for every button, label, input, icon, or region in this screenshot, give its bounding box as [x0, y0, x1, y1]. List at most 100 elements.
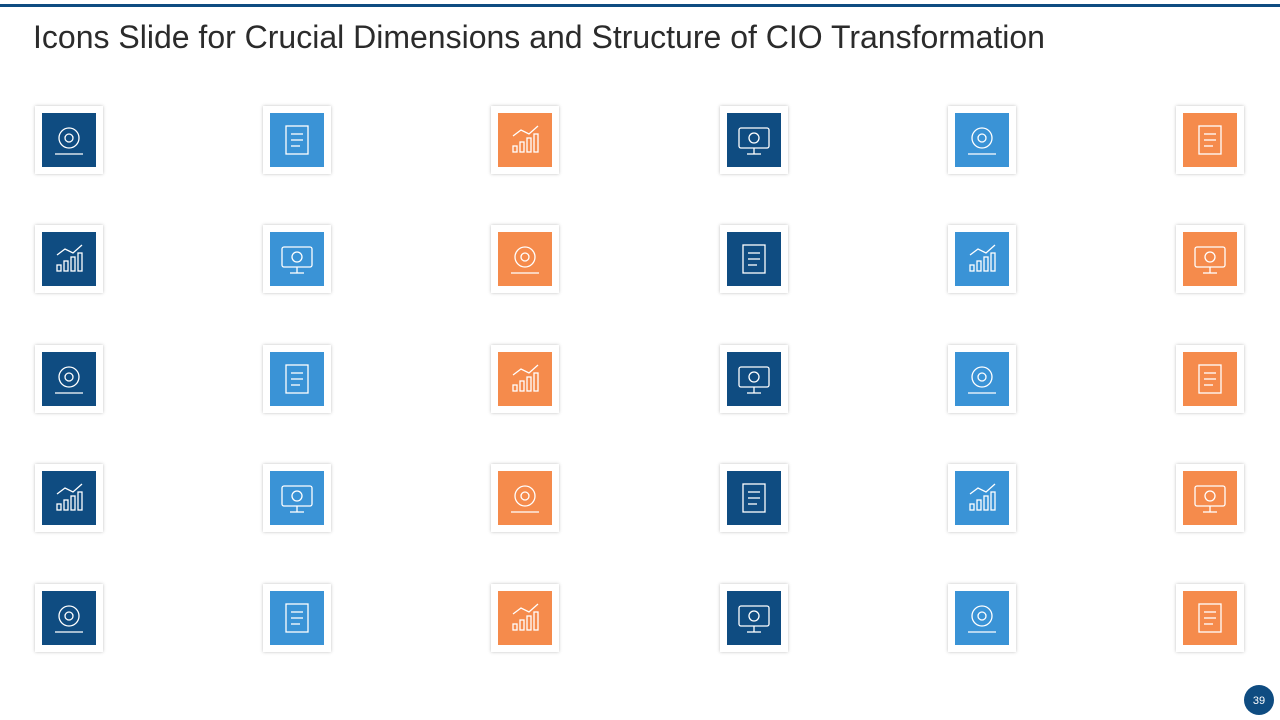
tile-fill — [727, 352, 781, 406]
icon-glyph — [968, 366, 996, 394]
tile-fill — [498, 113, 552, 167]
icon-tile — [948, 106, 1016, 174]
icon-glyph — [511, 485, 539, 513]
icon-glyph — [968, 127, 996, 155]
glyph-bar — [526, 137, 532, 153]
glyph-dot — [291, 490, 303, 502]
icon-tile — [1176, 106, 1244, 174]
icon-glyph — [55, 605, 83, 633]
icon-glyph — [512, 125, 539, 153]
glyph-bar — [533, 133, 539, 153]
glyph-dot — [64, 372, 74, 382]
icon-tile — [1176, 464, 1244, 532]
icon-glyph — [1194, 485, 1226, 513]
glyph-doc — [1198, 364, 1222, 394]
page-badge — [1244, 685, 1274, 715]
icon-tile — [1176, 345, 1244, 413]
glyph-trend — [969, 244, 996, 256]
tile-fill — [955, 591, 1009, 645]
glyph-dot — [64, 611, 74, 621]
glyph-trend — [969, 483, 996, 495]
glyph-doc — [1198, 125, 1222, 155]
glyph-trend — [512, 125, 539, 137]
page-number: 39 — [1253, 695, 1265, 707]
glyph-bar — [519, 380, 525, 392]
icon-glyph — [55, 366, 83, 394]
icon-glyph — [1198, 603, 1222, 633]
glyph-dot — [748, 371, 760, 383]
glyph-dot — [977, 372, 987, 382]
glyph-bar — [976, 499, 982, 511]
tile-fill — [955, 471, 1009, 525]
glyph-bar — [70, 495, 76, 511]
glyph-circle — [971, 605, 993, 627]
glyph-circle — [971, 366, 993, 388]
icon-tile — [491, 225, 559, 293]
glyph-bar — [512, 145, 518, 153]
icon-tile — [263, 345, 331, 413]
glyph-bar — [533, 372, 539, 392]
glyph-dot — [748, 610, 760, 622]
icon-glyph — [512, 603, 539, 631]
glyph-bar — [969, 264, 975, 272]
icon-glyph — [742, 244, 766, 274]
glyph-circle — [58, 366, 80, 388]
icon-glyph — [56, 244, 83, 272]
tile-fill — [1183, 471, 1237, 525]
glyph-dot — [1204, 251, 1216, 263]
icon-tile — [948, 345, 1016, 413]
tile-fill — [498, 591, 552, 645]
glyph-bar — [533, 611, 539, 631]
icon-glyph — [285, 364, 309, 394]
tile-fill — [42, 352, 96, 406]
icon-glyph — [1194, 246, 1226, 274]
top-rule — [0, 4, 1280, 7]
icon-glyph — [511, 246, 539, 274]
icon-glyph — [55, 127, 83, 155]
icon-tile — [948, 225, 1016, 293]
icon-glyph — [281, 246, 313, 274]
glyph-doc — [742, 483, 766, 513]
tile-fill — [270, 232, 324, 286]
glyph-trend — [56, 244, 83, 256]
glyph-bar — [63, 499, 69, 511]
tile-fill — [955, 232, 1009, 286]
glyph-dot — [748, 132, 760, 144]
icon-tile — [35, 584, 103, 652]
glyph-bar — [983, 256, 989, 272]
icon-glyph — [742, 483, 766, 513]
icon-glyph — [285, 125, 309, 155]
icon-glyph — [56, 483, 83, 511]
icon-tile — [948, 584, 1016, 652]
glyph-circle — [514, 485, 536, 507]
tile-fill — [727, 591, 781, 645]
glyph-dot — [977, 611, 987, 621]
glyph-bar — [976, 260, 982, 272]
glyph-trend — [56, 483, 83, 495]
icon-glyph — [968, 605, 996, 633]
glyph-circle — [58, 127, 80, 149]
tile-fill — [42, 113, 96, 167]
icon-tile — [35, 106, 103, 174]
icon-tile — [263, 106, 331, 174]
tile-fill — [270, 471, 324, 525]
glyph-bar — [519, 141, 525, 153]
icon-grid — [35, 106, 1244, 652]
glyph-bar — [70, 256, 76, 272]
icon-tile — [491, 584, 559, 652]
icon-glyph — [738, 366, 770, 394]
glyph-doc — [285, 125, 309, 155]
tile-fill — [727, 113, 781, 167]
glyph-bar — [56, 264, 62, 272]
icon-glyph — [285, 603, 309, 633]
icon-tile — [35, 225, 103, 293]
glyph-bar — [77, 491, 83, 511]
icon-glyph — [969, 244, 996, 272]
icon-tile — [1176, 584, 1244, 652]
icon-tile — [1176, 225, 1244, 293]
slide-title: Icons Slide for Crucial Dimensions and S… — [33, 19, 1045, 55]
icon-glyph — [738, 605, 770, 633]
glyph-circle — [514, 246, 536, 268]
icon-tile — [263, 464, 331, 532]
